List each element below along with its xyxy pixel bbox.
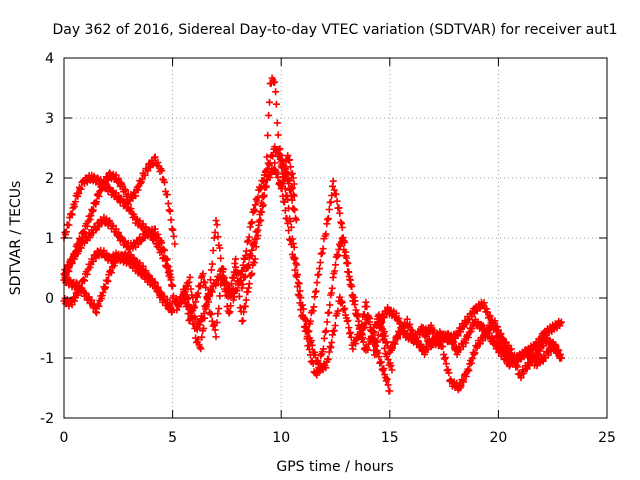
x-tick-label: 20 xyxy=(489,430,507,446)
y-tick-label: 3 xyxy=(45,111,54,127)
y-tick-label: -2 xyxy=(40,411,54,427)
x-tick-label: 10 xyxy=(272,430,290,446)
series-track-n xyxy=(418,316,565,370)
y-tick-label: 4 xyxy=(45,51,54,67)
series-markers xyxy=(418,316,565,370)
series-markers xyxy=(180,152,298,341)
x-tick-label: 25 xyxy=(598,430,616,446)
data-series xyxy=(60,74,565,395)
y-tick-label: 0 xyxy=(45,291,54,307)
x-tick-label: 0 xyxy=(60,430,69,446)
chart-title: Day 362 of 2016, Sidereal Day-to-day VTE… xyxy=(52,22,617,38)
y-tick-label: 1 xyxy=(45,231,54,247)
y-tick-label: 2 xyxy=(45,171,54,187)
x-tick-label: 15 xyxy=(381,430,399,446)
series-track-h xyxy=(180,152,298,341)
axis-ticks: 0 5 10 15 20 25 -2 -1 0 1 2 3 4 xyxy=(40,51,616,446)
y-tick-label: -1 xyxy=(40,351,54,367)
x-tick-label: 5 xyxy=(168,430,177,446)
y-axis-label: SDTVAR / TECUs xyxy=(8,181,24,296)
x-axis-label: GPS time / hours xyxy=(276,459,393,475)
series-track-k xyxy=(299,235,392,379)
series-markers xyxy=(299,235,392,379)
